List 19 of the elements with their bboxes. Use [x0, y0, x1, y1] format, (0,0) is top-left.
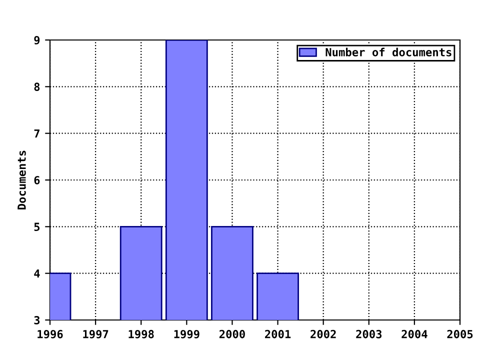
x-tick-label: 2003: [356, 330, 382, 338]
x-tick-label: 2005: [447, 330, 473, 338]
y-tick-label: 9: [34, 36, 40, 44]
y-tick-label: 7: [34, 129, 40, 138]
y-tick-label: 4: [34, 269, 40, 278]
legend-label: Number of documents: [326, 48, 452, 56]
y-tick-label: 3: [34, 316, 40, 324]
x-tick-label: 1998: [128, 330, 154, 338]
y-axis-title: Documents: [18, 150, 26, 210]
y-tick-label: 5: [34, 222, 40, 232]
x-tick-label: 1999: [174, 330, 200, 338]
x-tick-label: 2004: [402, 330, 428, 338]
x-tick-label: 1997: [83, 330, 108, 338]
x-tick-label: 1996: [38, 330, 63, 338]
y-tick-label: 8: [34, 82, 40, 92]
x-tick-label: 2002: [310, 330, 336, 338]
x-tick-label: 2001: [265, 330, 291, 338]
y-tick-label: 6: [34, 176, 40, 184]
x-tick-label: 2000: [219, 330, 245, 338]
